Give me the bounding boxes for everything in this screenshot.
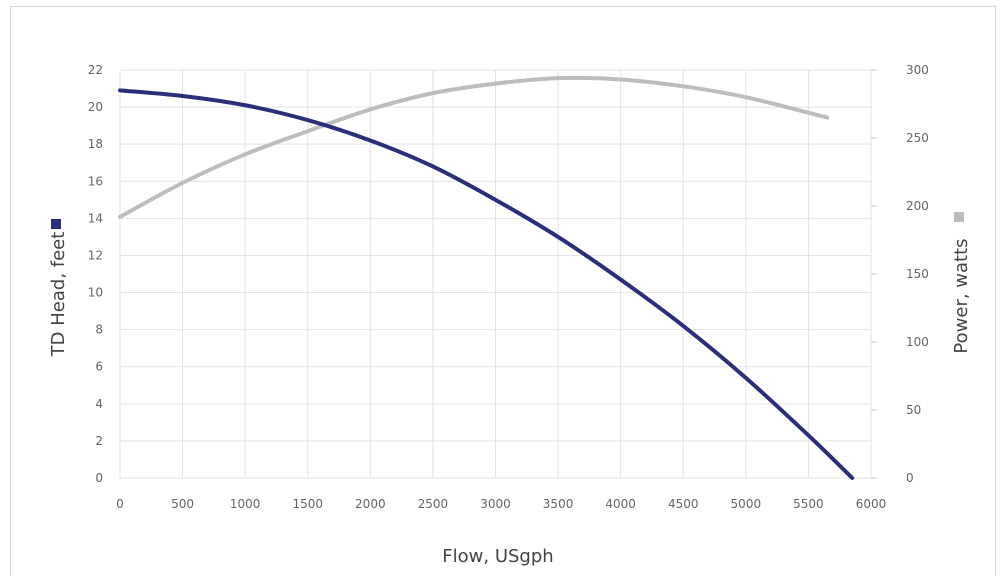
x-tick-label: 5500: [793, 497, 824, 511]
right-tick-label: 300: [906, 63, 929, 77]
right-tick-label: 250: [906, 131, 929, 145]
x-tick-label: 5000: [731, 497, 762, 511]
right-tick-label: 50: [906, 403, 921, 417]
x-tick-label: 500: [171, 497, 194, 511]
left-tick-label: 18: [88, 137, 103, 151]
left-axis-ticks: 0 2 4 6 8 10 12 14 16 18 20 22: [88, 63, 103, 485]
x-tick-label: 3000: [480, 497, 511, 511]
right-tick-label: 0: [906, 471, 914, 485]
left-tick-label: 8: [95, 323, 103, 337]
right-axis-title-group: Power, watts: [951, 238, 972, 353]
x-tick-label: 4500: [668, 497, 699, 511]
left-axis-title: TD Head, feet: [48, 232, 69, 358]
power-legend-marker: [954, 212, 964, 222]
left-tick-label: 16: [88, 174, 103, 188]
left-tick-label: 0: [95, 471, 103, 485]
left-tick-label: 4: [95, 397, 103, 411]
x-axis-title: Flow, USgph: [442, 546, 553, 567]
right-axis-title: Power, watts: [951, 238, 972, 353]
left-tick-label: 12: [88, 248, 103, 262]
head-series-line: [118, 88, 855, 480]
left-tick-label: 2: [95, 434, 103, 448]
right-tick-label: 200: [906, 199, 929, 213]
x-tick-label: 2500: [418, 497, 449, 511]
power-series-line: [118, 75, 830, 219]
x-tick-label: 3500: [543, 497, 574, 511]
x-tick-label: 4000: [605, 497, 636, 511]
left-tick-label: 10: [88, 286, 103, 300]
left-tick-label: 22: [88, 63, 103, 77]
grid: [119, 69, 877, 479]
series-lines: [118, 75, 855, 480]
right-tick-label: 150: [906, 267, 929, 281]
left-tick-label: 20: [88, 100, 103, 114]
x-tick-label: 6000: [856, 497, 887, 511]
x-axis-ticks: 0 500 1000 1500 2000 2500 3000 3500 4000 4500 5000…: [116, 497, 886, 511]
x-tick-label: 1500: [292, 497, 323, 511]
left-tick-label: 6: [95, 360, 103, 374]
left-axis-title-group: TD Head, feet: [48, 232, 69, 358]
right-tick-label: 100: [906, 335, 929, 349]
chart-frame: [10, 6, 996, 576]
x-tick-label: 0: [116, 497, 124, 511]
right-axis-ticks: 0 50 100 150 200 250 300: [906, 63, 929, 485]
x-tick-label: 2000: [355, 497, 386, 511]
left-tick-label: 14: [88, 211, 103, 225]
x-tick-label: 1000: [230, 497, 261, 511]
head-legend-marker: [51, 219, 61, 229]
